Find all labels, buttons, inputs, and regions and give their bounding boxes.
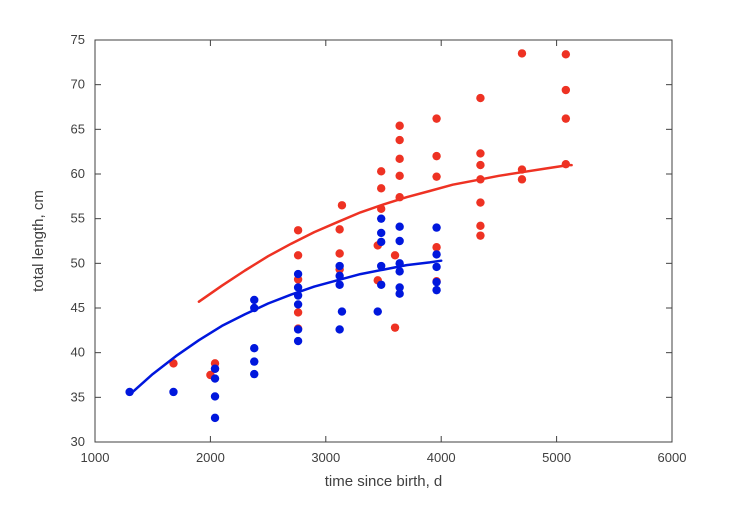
red-points [391,323,399,331]
blue-points [377,229,385,237]
blue-points [374,307,382,315]
blue-points [211,374,219,382]
blue-points [250,344,258,352]
blue-points [377,238,385,246]
red-points [432,243,440,251]
red-points [476,222,484,230]
blue-points [395,237,403,245]
blue-points [294,270,302,278]
y-tick-label: 40 [71,345,85,360]
red-points [377,184,385,192]
y-tick-label: 75 [71,32,85,47]
red-points [335,225,343,233]
red-points [377,167,385,175]
red-points [562,86,570,94]
red-points [395,136,403,144]
red-points [476,231,484,239]
x-tick-label: 3000 [311,450,340,465]
red-points [476,161,484,169]
red-points [518,175,526,183]
y-tick-label: 35 [71,389,85,404]
blue-points [432,250,440,258]
blue-points [169,388,177,396]
y-tick-label: 65 [71,121,85,136]
red-points [395,122,403,130]
blue-points [432,223,440,231]
red-points [476,198,484,206]
blue-points [250,370,258,378]
y-tick-label: 50 [71,255,85,270]
blue-points [335,262,343,270]
y-tick-label: 55 [71,211,85,226]
red-points [335,249,343,257]
x-tick-label: 5000 [542,450,571,465]
blue-points [335,281,343,289]
red-points [562,114,570,122]
blue-points [395,223,403,231]
blue-points [294,325,302,333]
red-points [395,172,403,180]
red-points [395,155,403,163]
blue-points [377,281,385,289]
blue-points [395,267,403,275]
blue-points [250,296,258,304]
chart-container: 1000 2000 3000 4000 5000 6000 30 35 40 45 50 55 60 65… [0,0,729,521]
y-tick-label: 30 [71,434,85,449]
red-points [432,172,440,180]
blue-points [211,414,219,422]
red-points [432,152,440,160]
blue-points [432,286,440,294]
blue-points [432,278,440,286]
y-tick-label: 45 [71,300,85,315]
red-points [294,251,302,259]
red-points [518,49,526,57]
x-tick-label: 1000 [81,450,110,465]
y-axis-label: total length, cm [30,190,47,292]
red-points [391,251,399,259]
y-tick-label: 60 [71,166,85,181]
blue-points [211,365,219,373]
blue-points [294,300,302,308]
blue-points [395,283,403,291]
blue-points [432,263,440,271]
blue-points [294,337,302,345]
red-points [476,149,484,157]
red-points [476,94,484,102]
x-axis-label: time since birth, d [325,473,443,490]
blue-points [211,392,219,400]
y-tick-label: 70 [71,77,85,92]
blue-points [377,214,385,222]
blue-points [338,307,346,315]
blue-points [250,357,258,365]
red-points [338,201,346,209]
growth-chart: 1000 2000 3000 4000 5000 6000 30 35 40 45 50 55 60 65… [0,0,729,521]
red-points [562,50,570,58]
x-tick-label: 4000 [427,450,456,465]
x-tick-label: 2000 [196,450,225,465]
x-tick-label: 6000 [658,450,687,465]
red-points [294,308,302,316]
red-points [294,226,302,234]
blue-points [335,325,343,333]
red-points [432,114,440,122]
